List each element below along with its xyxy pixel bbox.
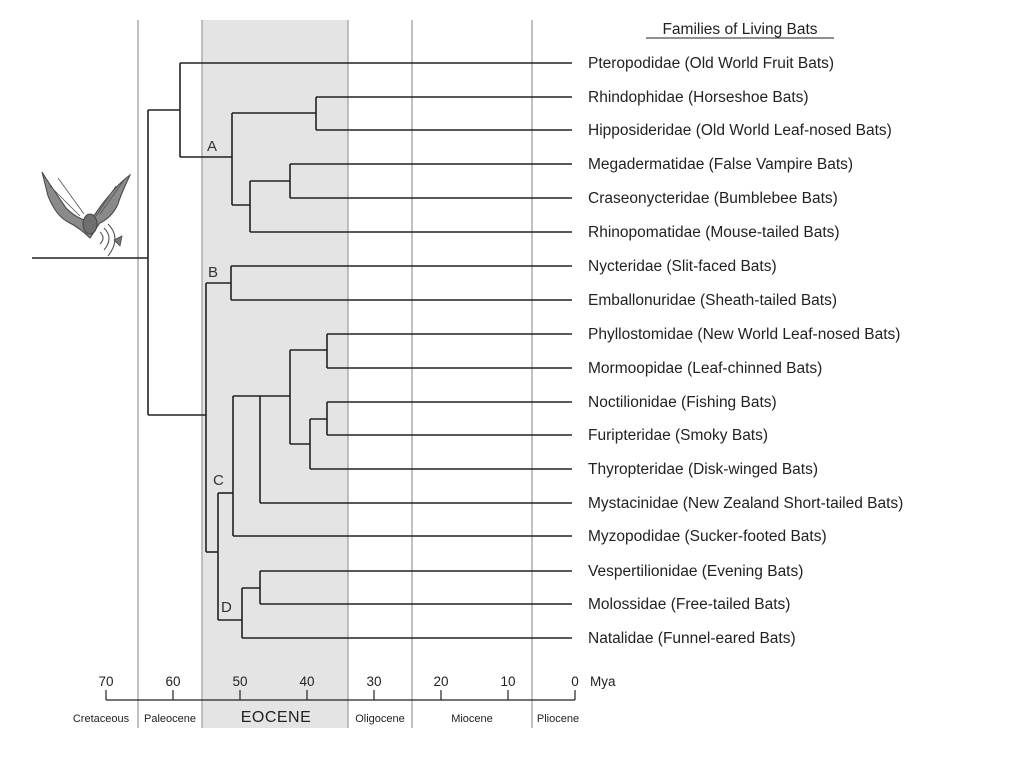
epoch-labels: Cretaceous Paleocene EOCENE Oligocene Mi… bbox=[73, 709, 579, 726]
tick-label-50: 50 bbox=[232, 674, 247, 689]
tick-label-20: 20 bbox=[433, 674, 448, 689]
time-axis: 70 60 50 40 30 20 10 0 Mya bbox=[98, 674, 616, 701]
family-label-molossidae: Molossidae (Free-tailed Bats) bbox=[588, 596, 790, 613]
family-label-megadermatidae: Megadermatidae (False Vampire Bats) bbox=[588, 156, 853, 173]
epoch-dividers bbox=[137, 20, 533, 728]
tick-label-30: 30 bbox=[366, 674, 381, 689]
epoch-label-cretaceous: Cretaceous bbox=[73, 713, 130, 725]
family-label-nycteridae: Nycteridae (Slit-faced Bats) bbox=[588, 258, 777, 275]
tick-label-10: 10 bbox=[500, 674, 515, 689]
family-label-rhindophidae: Rhindophidae (Horseshoe Bats) bbox=[588, 89, 809, 106]
clade-label-a: A bbox=[207, 138, 217, 155]
family-label-pteropodidae: Pteropodidae (Old World Fruit Bats) bbox=[588, 55, 834, 72]
family-label-emballonuridae: Emballonuridae (Sheath-tailed Bats) bbox=[588, 292, 837, 309]
family-label-noctilionidae: Noctilionidae (Fishing Bats) bbox=[588, 394, 777, 411]
tree-branches bbox=[32, 62, 572, 639]
tick-label-0: 0 bbox=[571, 674, 579, 689]
bat-icon bbox=[41, 171, 132, 257]
clade-label-b: B bbox=[208, 264, 218, 281]
clade-label-d: D bbox=[221, 599, 232, 616]
tick-label-70: 70 bbox=[98, 674, 113, 689]
epoch-label-eocene: EOCENE bbox=[241, 709, 312, 726]
family-label-furipteridae: Furipteridae (Smoky Bats) bbox=[588, 427, 768, 444]
family-label-mystacinidae: Mystacinidae (New Zealand Short-tailed B… bbox=[588, 495, 903, 512]
epoch-label-pliocene: Pliocene bbox=[537, 713, 579, 725]
eocene-band bbox=[202, 20, 348, 728]
epoch-label-paleocene: Paleocene bbox=[144, 713, 196, 725]
family-label-craseonycteridae: Craseonycteridae (Bumblebee Bats) bbox=[588, 190, 838, 207]
tick-label-40: 40 bbox=[299, 674, 314, 689]
tick-label-60: 60 bbox=[165, 674, 180, 689]
family-labels: Pteropodidae (Old World Fruit Bats) Rhin… bbox=[588, 55, 903, 647]
diagram-title: Families of Living Bats bbox=[662, 21, 817, 38]
clade-label-c: C bbox=[213, 472, 224, 489]
family-label-rhinopomatidae: Rhinopomatidae (Mouse-tailed Bats) bbox=[588, 224, 840, 241]
epoch-label-miocene: Miocene bbox=[451, 713, 493, 725]
axis-unit-label: Mya bbox=[590, 674, 616, 689]
family-label-mormoopidae: Mormoopidae (Leaf-chinned Bats) bbox=[588, 360, 822, 377]
family-label-myzopodidae: Myzopodidae (Sucker-footed Bats) bbox=[588, 528, 827, 545]
family-label-vespertilionidae: Vespertilionidae (Evening Bats) bbox=[588, 563, 803, 580]
family-label-thyropteridae: Thyropteridae (Disk-winged Bats) bbox=[588, 461, 818, 478]
family-label-phyllostomidae: Phyllostomidae (New World Leaf-nosed Bat… bbox=[588, 326, 900, 343]
family-label-natalidae: Natalidae (Funnel-eared Bats) bbox=[588, 630, 796, 647]
family-label-hipposideridae: Hipposideridae (Old World Leaf-nosed Bat… bbox=[588, 122, 892, 139]
epoch-label-oligocene: Oligocene bbox=[355, 713, 405, 725]
